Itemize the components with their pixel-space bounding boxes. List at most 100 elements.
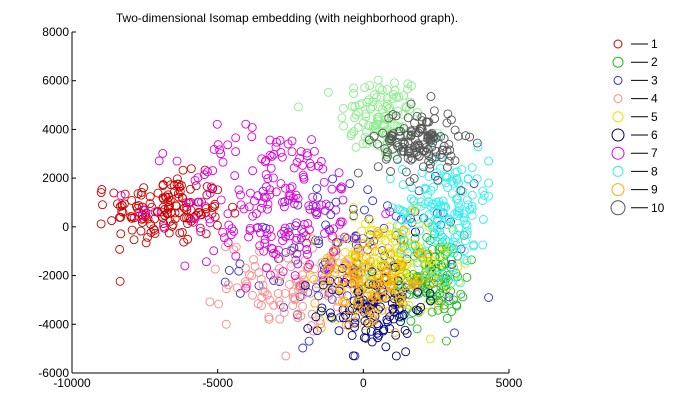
data-point-series-7 <box>244 232 254 242</box>
data-point-series-8 <box>432 224 442 234</box>
data-point-series-4 <box>286 245 296 255</box>
y-tick-label: -6000 <box>38 366 69 380</box>
data-point-series-4 <box>306 321 316 330</box>
data-point-series-5 <box>374 247 384 257</box>
data-point-series-3 <box>484 293 494 302</box>
data-point-series-7 <box>271 249 281 259</box>
data-point-series-7 <box>338 195 348 205</box>
data-point-series-9 <box>367 294 377 304</box>
data-point-series-9 <box>350 285 360 295</box>
data-point-series-5 <box>416 249 426 259</box>
data-point-series-10 <box>431 146 441 156</box>
data-point-series-7 <box>241 283 251 293</box>
data-point-series-2 <box>462 272 472 282</box>
data-point-series-7 <box>265 135 275 145</box>
data-point-series-5 <box>356 282 366 292</box>
data-point-series-10 <box>406 99 416 109</box>
data-point-series-2 <box>420 283 430 293</box>
data-point-extra <box>365 81 375 91</box>
data-point-series-9 <box>355 288 365 297</box>
data-point-series-9 <box>373 227 383 236</box>
data-point-series-10 <box>442 162 452 172</box>
data-point-series-8 <box>459 246 469 256</box>
data-point-series-6 <box>354 294 364 304</box>
data-point-series-8 <box>395 205 405 215</box>
x-tick-label: 0 <box>360 376 367 390</box>
data-point-series-1 <box>145 192 155 202</box>
data-point-series-3 <box>450 328 459 338</box>
data-point-series-4 <box>309 326 318 336</box>
data-point-series-4 <box>210 264 220 274</box>
data-point-series-10 <box>386 130 396 140</box>
data-point-series-3 <box>314 236 323 246</box>
data-point-series-10 <box>417 112 427 122</box>
data-point-series-5 <box>362 281 372 291</box>
data-point-series-9 <box>372 230 382 240</box>
data-point-series-6 <box>316 306 326 316</box>
data-point-series-7 <box>268 244 277 254</box>
data-point-series-9 <box>344 321 353 331</box>
data-point-series-9 <box>379 261 389 271</box>
data-point-series-1 <box>117 201 127 211</box>
data-point-series-4 <box>290 294 300 304</box>
data-point-series-7 <box>212 119 222 129</box>
data-point-series-1 <box>96 219 106 229</box>
data-point-series-8 <box>433 237 443 247</box>
data-point-series-8 <box>469 241 478 251</box>
data-point-series-9 <box>353 296 363 306</box>
data-point-series-3 <box>235 288 245 298</box>
data-point-series-9 <box>369 291 379 301</box>
data-point-series-10 <box>437 153 447 162</box>
data-point-series-8 <box>460 236 470 246</box>
data-point-series-6 <box>366 326 376 336</box>
data-point-series-4 <box>232 283 242 293</box>
data-point-series-8 <box>446 278 456 288</box>
data-point-series-7 <box>272 137 281 147</box>
data-point-series-1 <box>186 164 196 174</box>
data-point-series-7 <box>134 211 144 221</box>
data-point-series-7 <box>265 190 275 200</box>
data-point-series-3 <box>360 205 369 215</box>
data-point-series-9 <box>398 299 408 309</box>
data-point-series-10 <box>444 156 454 166</box>
data-point-series-3 <box>368 196 378 206</box>
data-point-series-5 <box>407 280 417 290</box>
data-point-series-7 <box>261 170 271 180</box>
data-point-series-4 <box>240 277 250 287</box>
data-point-series-6 <box>325 308 335 318</box>
data-point-series-4 <box>297 290 307 300</box>
data-point-series-3 <box>279 302 288 312</box>
data-point-series-7 <box>351 234 361 244</box>
data-point-series-9 <box>413 275 422 285</box>
data-point-series-6 <box>334 326 344 336</box>
data-point-series-8 <box>415 226 424 236</box>
data-point-series-7 <box>308 192 318 202</box>
data-point-series-5 <box>383 248 393 258</box>
data-point-extra <box>382 99 392 109</box>
data-point-series-9 <box>366 240 376 250</box>
data-point-series-8 <box>387 203 397 213</box>
data-point-series-1 <box>207 202 217 212</box>
data-point-series-7 <box>266 163 276 173</box>
data-point-series-8 <box>438 232 448 242</box>
data-point-series-9 <box>330 268 340 278</box>
data-point-series-1 <box>163 190 173 200</box>
data-point-series-8 <box>459 209 469 219</box>
data-point-series-1 <box>173 189 183 199</box>
data-point-series-1 <box>201 204 211 214</box>
data-point-series-5 <box>366 226 376 236</box>
data-point-series-1 <box>133 189 143 199</box>
data-point-series-7 <box>278 267 288 276</box>
data-point-series-3 <box>324 288 334 298</box>
data-point-series-8 <box>412 258 422 268</box>
data-point-series-9 <box>336 234 346 244</box>
data-point-series-9 <box>371 293 381 303</box>
data-point-series-9 <box>368 314 378 324</box>
data-point-series-9 <box>361 262 371 272</box>
data-point-series-6 <box>411 305 421 315</box>
data-point-series-3 <box>342 234 352 243</box>
data-point-series-7 <box>336 183 345 193</box>
data-point-series-1 <box>170 208 180 218</box>
data-point-series-10 <box>425 133 435 143</box>
data-point-series-1 <box>165 216 175 226</box>
